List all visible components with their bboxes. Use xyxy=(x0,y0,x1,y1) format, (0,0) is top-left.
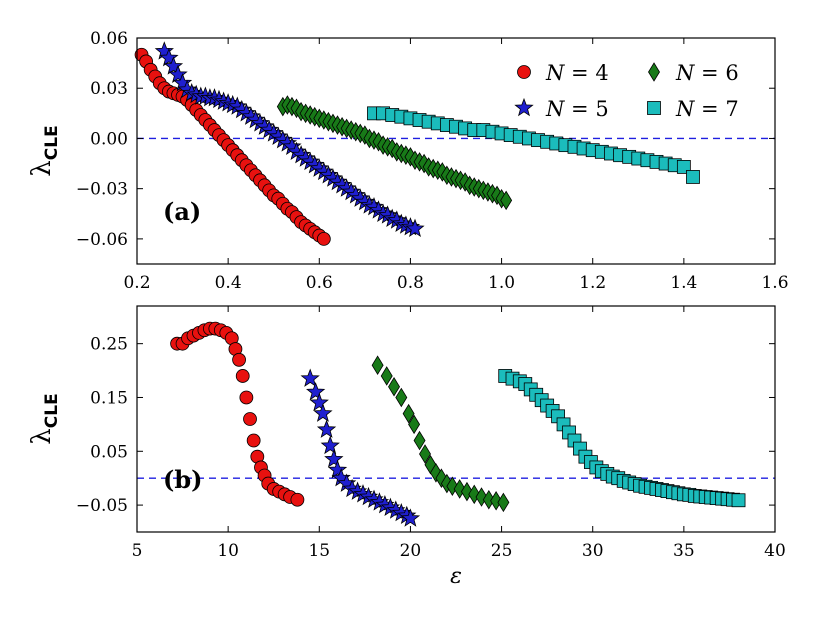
x-tick-label: 15 xyxy=(308,541,330,561)
x-tick-label: 1.2 xyxy=(579,273,606,293)
x-axis-label: ε xyxy=(450,564,462,589)
data-point xyxy=(309,392,329,412)
data-point xyxy=(380,366,393,386)
x-tick-label: 35 xyxy=(673,541,695,561)
x-tick-label: 5 xyxy=(132,541,143,561)
legend: N = 4 N = 6 N = 5 N = 7 xyxy=(514,61,739,121)
series-square xyxy=(367,106,700,184)
x-tick-label: 1.0 xyxy=(488,273,515,293)
data-point xyxy=(313,403,333,422)
x-tick-label: 25 xyxy=(491,541,513,561)
x-tick-label: 0.2 xyxy=(123,273,150,293)
panel-b: 5 10 15 20 25 30 35 40 0.25 0.15 0.05 −0.05 λCLE (b) xyxy=(27,305,786,561)
data-point xyxy=(388,376,400,397)
data-point xyxy=(324,449,344,468)
data-point xyxy=(371,355,384,375)
x-tick-label: 10 xyxy=(217,541,239,561)
series-diamond xyxy=(276,95,513,211)
data-point xyxy=(316,419,337,438)
legend-marker xyxy=(514,97,534,117)
legend-marker xyxy=(648,62,660,82)
y-tick-label: 0.05 xyxy=(90,442,128,462)
plot-frame xyxy=(136,305,776,533)
y-tick-label: −0.05 xyxy=(76,496,128,516)
data-point xyxy=(402,403,415,424)
data-point xyxy=(731,493,746,508)
series-diamond xyxy=(371,355,510,513)
x-tick-label: 0.4 xyxy=(215,273,242,293)
legend-entry-label: N = 5 xyxy=(545,97,609,121)
data-point xyxy=(246,433,261,448)
data-point xyxy=(497,492,510,513)
x-tick-label: 30 xyxy=(582,541,604,561)
y-tick-label: 0.06 xyxy=(90,29,128,49)
data-point xyxy=(408,414,421,435)
panel-label: (b) xyxy=(163,465,203,494)
data-point xyxy=(413,430,426,451)
data-point xyxy=(306,381,326,401)
series-square xyxy=(498,369,746,508)
y-tick-label: −0.06 xyxy=(76,230,128,250)
data-point xyxy=(300,368,320,387)
data-point xyxy=(320,435,340,455)
legend-entry-label: N = 7 xyxy=(675,97,739,121)
x-tick-label: 0.6 xyxy=(306,273,333,293)
plot-frame xyxy=(136,37,776,265)
x-tick-label: 20 xyxy=(400,541,422,561)
data-point xyxy=(232,352,246,367)
data-point xyxy=(500,190,513,211)
data-point xyxy=(419,444,431,464)
legend-entry-label: N = 4 xyxy=(545,61,609,85)
y-axis-label-symbol: λ xyxy=(27,160,57,176)
y-axis-label: λCLE xyxy=(27,393,62,444)
data-point xyxy=(490,491,503,511)
data-point xyxy=(327,459,348,479)
y-axis-label-symbol: λ xyxy=(27,428,57,444)
data-point xyxy=(482,489,495,510)
data-point xyxy=(686,170,700,184)
x-tick-label: 1.6 xyxy=(761,273,788,293)
y-tick-label: 0.00 xyxy=(90,129,128,149)
y-tick-label: 0.15 xyxy=(90,388,128,408)
data-point xyxy=(163,56,184,75)
series-circle xyxy=(134,47,331,246)
x-tick-label: 0.8 xyxy=(397,273,424,293)
series-star xyxy=(154,41,425,238)
legend-marker xyxy=(517,65,531,79)
data-point xyxy=(316,231,331,246)
data-point xyxy=(168,64,188,84)
data-point xyxy=(290,492,305,507)
y-tick-label: −0.03 xyxy=(76,180,128,200)
y-axis-label-subscript: CLE xyxy=(42,125,62,160)
y-tick-label: 0.03 xyxy=(90,79,128,99)
panel-a: 0.2 0.4 0.6 0.8 1.0 1.2 1.4 1.6 0.06 0.03 0.00 −0.0… xyxy=(27,29,789,293)
legend-entry-label: N = 6 xyxy=(675,61,739,85)
series-circle xyxy=(170,321,305,507)
data-point xyxy=(235,369,250,383)
panel-label: (a) xyxy=(163,197,201,226)
data-point xyxy=(243,412,257,426)
data-point xyxy=(239,390,254,405)
x-tick-label: 40 xyxy=(764,541,786,561)
legend-marker xyxy=(647,101,661,115)
data-point xyxy=(405,218,425,238)
data-point xyxy=(395,387,408,408)
data-point xyxy=(400,508,421,527)
x-tick-label: 1.4 xyxy=(670,273,697,293)
y-tick-label: 0.25 xyxy=(90,335,128,355)
data-point xyxy=(159,47,179,67)
y-axis-label-subscript: CLE xyxy=(42,393,62,428)
y-axis-label: λCLE xyxy=(27,125,62,176)
series-star xyxy=(300,368,421,527)
